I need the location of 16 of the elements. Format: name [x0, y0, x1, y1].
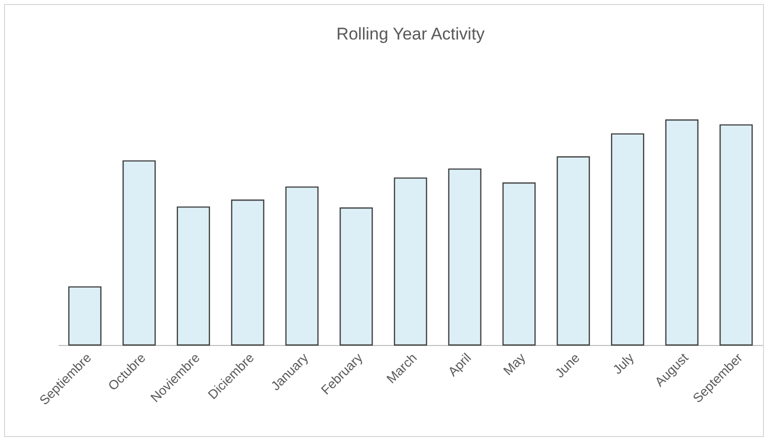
bar — [720, 124, 753, 346]
bar — [176, 206, 210, 346]
bar — [122, 160, 156, 346]
x-tick-label: July — [610, 350, 638, 378]
bar — [231, 200, 264, 346]
chart-title: Rolling Year Activity — [336, 24, 486, 44]
bar — [285, 186, 319, 346]
bar — [665, 119, 698, 346]
bar — [68, 286, 102, 346]
bar — [448, 168, 482, 346]
bar — [610, 133, 644, 346]
bar — [502, 182, 536, 346]
x-tick-label: May — [500, 350, 529, 378]
bar — [394, 177, 428, 346]
bar — [556, 156, 590, 346]
bar — [340, 207, 373, 346]
